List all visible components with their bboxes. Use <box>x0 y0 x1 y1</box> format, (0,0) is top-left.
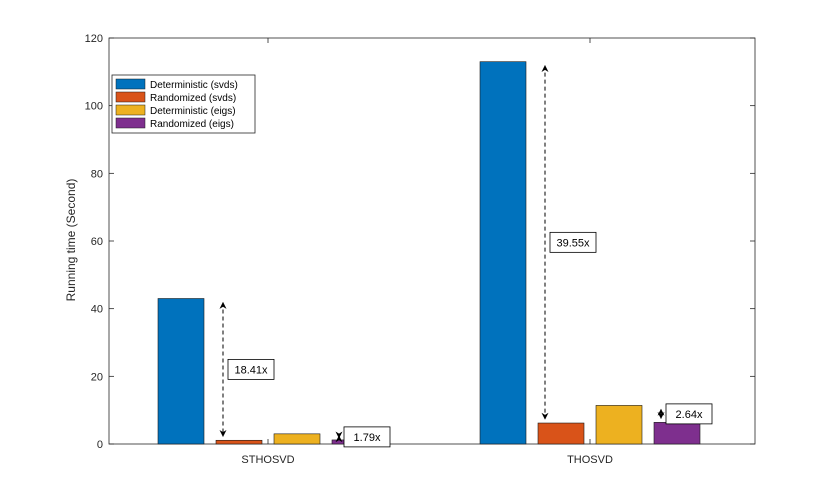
legend-entry: Randomized (eigs) <box>150 119 234 130</box>
ratio-box <box>549 231 597 253</box>
ratio-box <box>343 426 391 448</box>
y-axis-label: Running time (Second) <box>64 179 78 302</box>
legend-swatch <box>115 78 146 90</box>
legend: Deterministic (svds) Randomized (svds) Det… <box>111 74 256 134</box>
x-tick-label: STHOSVD <box>241 454 294 466</box>
y-tick-label: 60 <box>91 236 103 248</box>
ratio-box <box>227 358 275 380</box>
y-tick-label: 80 <box>91 168 103 180</box>
legend-swatch <box>115 91 146 103</box>
bar <box>273 433 321 445</box>
y-tick-label: 120 <box>85 33 103 45</box>
bars <box>157 61 701 445</box>
bar <box>157 298 205 445</box>
legend-swatch <box>115 104 146 116</box>
y-tick-label: 20 <box>91 371 103 383</box>
legend-swatch <box>115 117 146 129</box>
y-tick-label: 40 <box>91 304 103 316</box>
annotations: 18.41x 1.79x 39.55x 2.64x <box>219 64 713 448</box>
y-tick-label: 0 <box>97 439 103 451</box>
x-tick-label: THOSVD <box>567 454 613 466</box>
ratio-label: 39.55x <box>556 237 590 249</box>
bar <box>537 422 585 445</box>
ratio-label: 2.64x <box>676 409 703 421</box>
bar <box>479 61 527 445</box>
ratio-label: 18.41x <box>234 364 268 376</box>
bar <box>595 405 643 445</box>
axes: 0 20 40 60 80 100 120 STHOSVD THOSVD <box>85 33 756 466</box>
bar <box>215 439 263 445</box>
bar <box>653 422 701 445</box>
ratio-box <box>665 403 713 425</box>
ratio-label: 1.79x <box>354 432 381 444</box>
legend-entry: Deterministic (svds) <box>150 80 238 91</box>
legend-entry: Deterministic (eigs) <box>150 106 236 117</box>
legend-entry: Randomized (svds) <box>150 93 236 104</box>
y-tick-label: 100 <box>85 101 103 113</box>
